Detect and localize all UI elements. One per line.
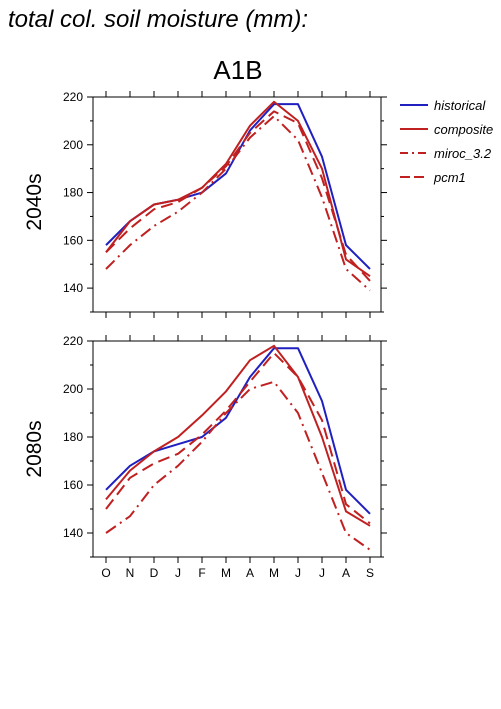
series-line-miroc-3-2 (105, 380, 371, 551)
legend-label: composite (434, 122, 493, 137)
y-tick-label: 220 (63, 334, 83, 348)
x-tick-label: A (246, 566, 254, 580)
legend-label: historical (434, 98, 486, 113)
y-tick-label: 180 (63, 430, 83, 444)
y-tick-label: 140 (63, 281, 83, 295)
y-tick-label: 200 (63, 382, 83, 396)
x-tick-label: A (342, 566, 350, 580)
x-tick-label: O (101, 566, 110, 580)
series-line-pcm1 (105, 352, 371, 525)
y-tick-label: 140 (63, 526, 83, 540)
series-line-composite (105, 100, 371, 277)
x-tick-label: F (198, 566, 205, 580)
y-tick-label: 160 (63, 478, 83, 492)
series-line-historical (105, 103, 371, 270)
x-tick-label: D (150, 566, 159, 580)
legend-label: miroc_3.2 (434, 146, 492, 161)
series-line-miroc-3-2 (105, 115, 371, 292)
series-line-pcm1 (105, 110, 371, 282)
y-tick-label: 220 (63, 90, 83, 104)
y-tick-label: 180 (63, 186, 83, 200)
plot-frame (92, 340, 382, 558)
y-tick-label: 160 (63, 233, 83, 247)
legend-label: pcm1 (433, 170, 466, 185)
series-line-composite (105, 344, 371, 527)
x-tick-label: J (175, 566, 181, 580)
x-tick-label: M (269, 566, 279, 580)
x-tick-label: J (319, 566, 325, 580)
x-tick-label: J (295, 566, 301, 580)
x-tick-label: S (366, 566, 374, 580)
chart-title: A1B (213, 55, 263, 85)
y-tick-label: 200 (63, 138, 83, 152)
x-tick-label: M (221, 566, 231, 580)
x-tick-label: N (126, 566, 135, 580)
plot-frame (92, 96, 382, 313)
page-title: total col. soil moisture (mm): (8, 6, 309, 33)
series-line-historical (105, 347, 371, 515)
